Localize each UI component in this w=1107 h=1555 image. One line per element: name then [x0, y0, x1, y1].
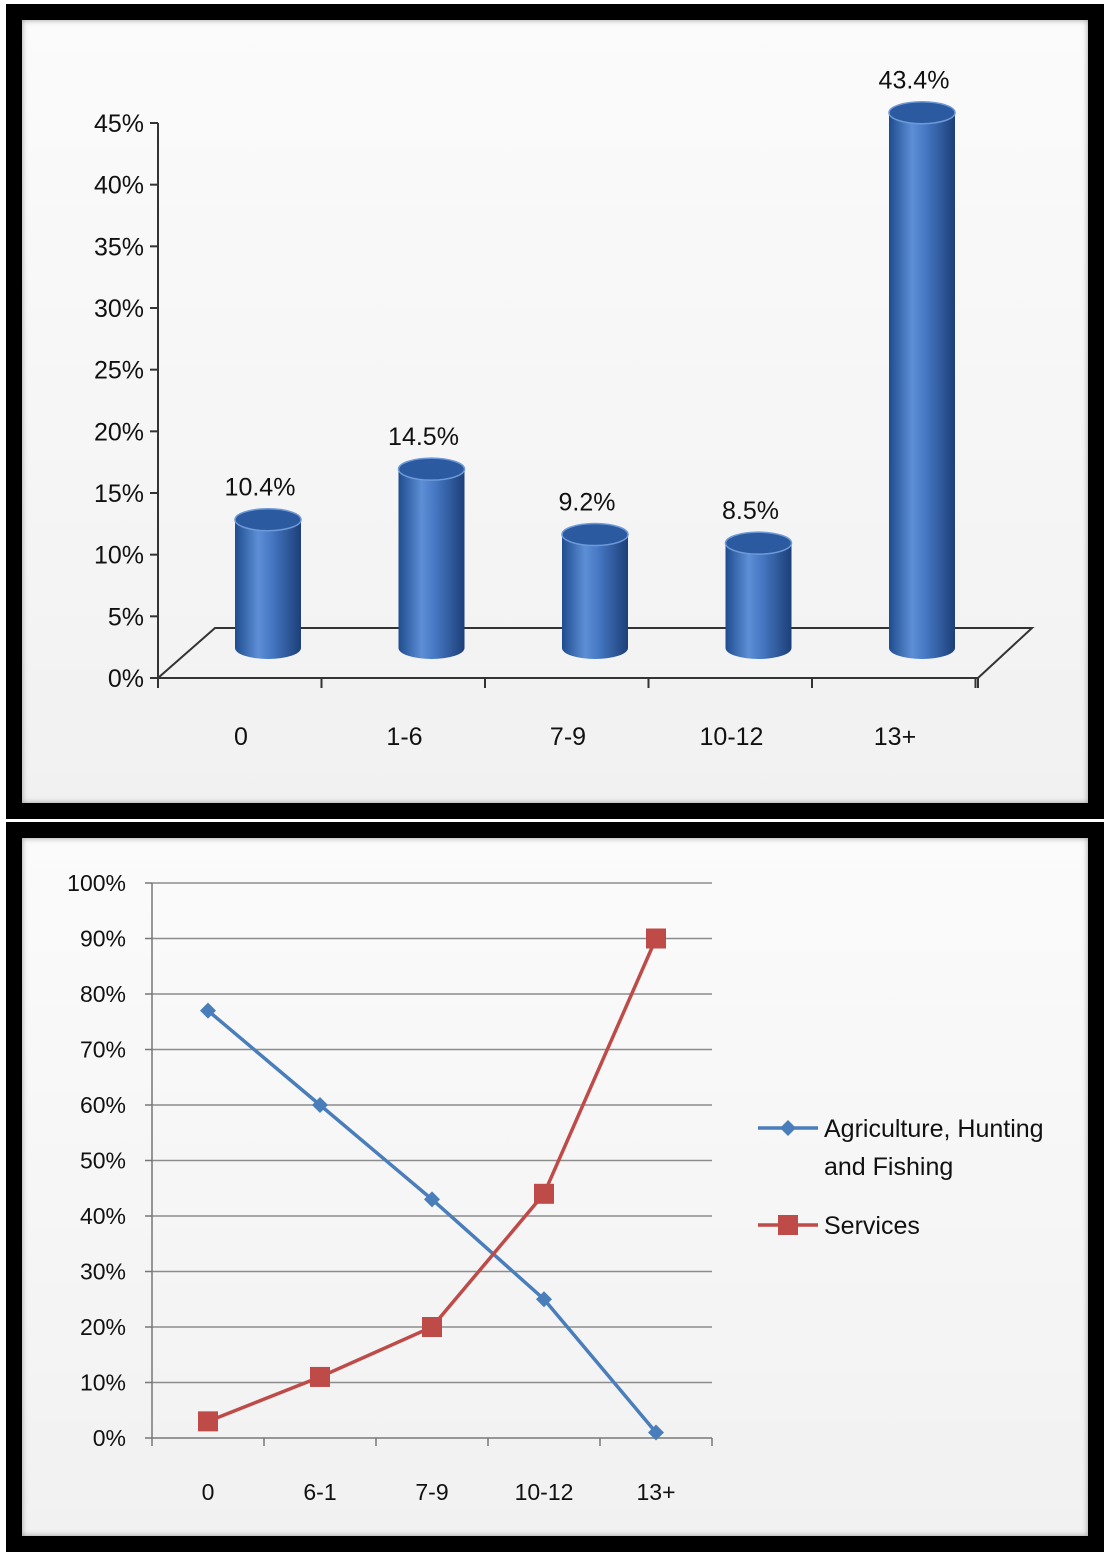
data-point [200, 1002, 216, 1019]
y-tick-label: 10% [80, 1370, 126, 1396]
y-tick-label: 50% [80, 1148, 126, 1174]
legend-entry: Services [758, 1212, 920, 1240]
chart-floor [157, 627, 1035, 679]
y-tick-label: 70% [80, 1037, 126, 1063]
x-tick-label: 7-9 [415, 1479, 448, 1505]
y-tick-label: 90% [80, 926, 126, 952]
data-point [424, 1191, 440, 1208]
y-tick-label: 5% [108, 603, 144, 631]
y-tick-label: 40% [80, 1203, 126, 1229]
y-tick-label: 20% [94, 418, 144, 446]
data-point [536, 1291, 552, 1308]
x-tick-label: 10-12 [515, 1479, 574, 1505]
legend-label: Agriculture, Hunting [824, 1115, 1044, 1143]
y-tick-label: 35% [94, 233, 144, 261]
data-label: 8.5% [722, 497, 779, 525]
legend-label: Services [824, 1212, 920, 1240]
series-agriculture [200, 1002, 664, 1441]
x-tick-label: 10-12 [700, 723, 764, 751]
data-label: 14.5% [388, 423, 459, 451]
y-tick-label: 0% [93, 1425, 126, 1451]
line-chart-frame [6, 822, 1104, 1552]
series-line [206, 1009, 658, 1434]
bar-top [234, 507, 302, 532]
data-point [646, 928, 666, 949]
x-tick-label: 7-9 [550, 723, 586, 751]
x-tick-label: 0 [234, 723, 248, 751]
y-tick-label: 15% [94, 480, 144, 508]
series-line [207, 937, 658, 1423]
data-point [198, 1411, 218, 1432]
x-tick-label: 0 [202, 1479, 215, 1505]
data-label: 9.2% [559, 489, 616, 517]
x-tick-label: 13+ [874, 723, 916, 751]
bar-top [397, 457, 466, 481]
y-tick-label: 80% [80, 981, 126, 1007]
data-point [312, 1097, 328, 1113]
bar-chart: 0% 5% 10% 15% 20% 25% 30% 35% 40% 45% 10.4% 0 14.5% 1… [94, 67, 1035, 751]
data-point [534, 1183, 554, 1204]
y-tick-label: 40% [94, 172, 144, 200]
bar-top [888, 100, 956, 125]
bar-body [398, 469, 465, 659]
legend-label: and Fishing [824, 1153, 953, 1181]
bar-13+ [888, 100, 956, 659]
bar-1-6 [397, 457, 466, 659]
legend-marker [780, 1120, 796, 1136]
y-tick-label: 25% [94, 357, 144, 385]
x-tick-label: 1-6 [386, 723, 422, 751]
series-services [198, 928, 666, 1432]
y-tick-label: 10% [94, 542, 144, 570]
data-point [422, 1317, 442, 1337]
bar-0 [234, 507, 302, 659]
legend-entry: Agriculture, Hunting and Fishing [758, 1115, 1044, 1181]
bar-body [889, 112, 955, 659]
y-tick-label: 45% [94, 110, 144, 138]
data-label: 43.4% [879, 67, 950, 95]
y-tick-label: 100% [67, 870, 126, 896]
x-tick-label: 13+ [636, 1479, 675, 1505]
y-tick-label: 60% [80, 1092, 126, 1118]
y-tick-label: 30% [80, 1259, 126, 1285]
bar-7-9 [561, 522, 629, 659]
bar-top [724, 531, 793, 555]
bar-body [235, 519, 301, 659]
x-tick-label: 6-1 [303, 1479, 336, 1505]
bar-body [562, 534, 628, 659]
legend-marker [778, 1215, 798, 1235]
bar-body [725, 543, 792, 659]
y-tick-label: 20% [80, 1314, 126, 1340]
bar-top [561, 522, 629, 547]
bar-10-12 [724, 531, 793, 659]
data-point [310, 1366, 330, 1387]
y-tick-label: 30% [94, 295, 144, 323]
data-label: 10.4% [225, 474, 296, 502]
y-tick-label: 0% [108, 665, 144, 693]
data-point [648, 1424, 664, 1441]
